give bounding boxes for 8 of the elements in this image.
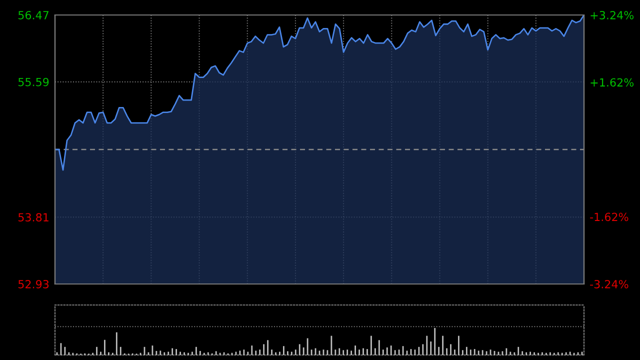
y2-tick-label: +1.62% [590, 78, 634, 87]
y2-tick-label: -3.24% [590, 280, 628, 288]
y-tick-label: 52.93 [18, 280, 49, 288]
y2-tick-label: -1.62% [590, 212, 628, 222]
y-tick-label: 53.81 [18, 213, 48, 222]
y-tick-label: 55.59 [18, 78, 49, 86]
y2-tick-label: +3.24% [590, 10, 634, 20]
y-tick-label: 56.47 [18, 10, 48, 20]
